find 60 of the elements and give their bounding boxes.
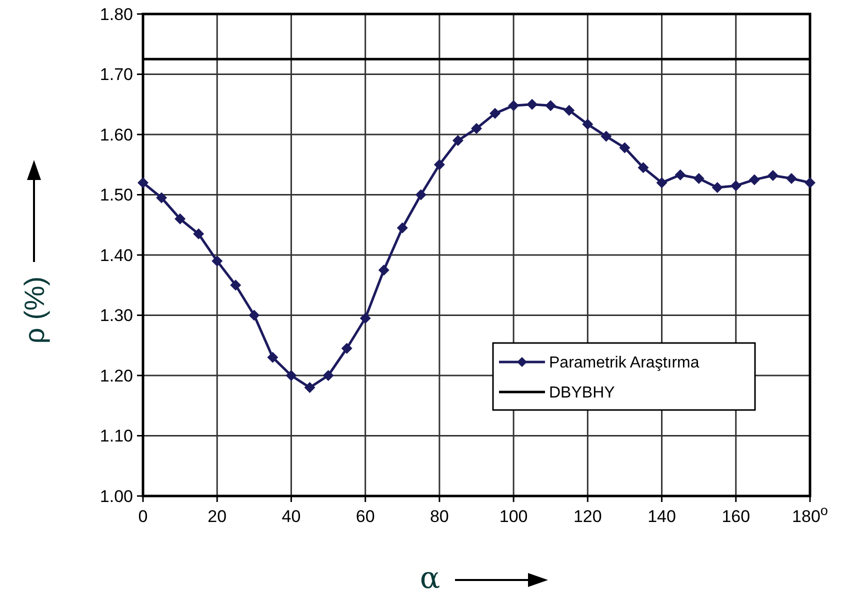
point: [748, 174, 760, 186]
point: [360, 312, 371, 324]
y-tick-label: 1.10: [100, 426, 133, 446]
y-tick-label: 1.00: [100, 486, 133, 506]
point: [600, 130, 612, 142]
point: [656, 177, 668, 188]
x-tick-label: 180$^{o}$: [792, 502, 828, 526]
point: [490, 108, 501, 119]
point: [304, 382, 316, 394]
point: [267, 352, 278, 363]
point: [230, 280, 242, 291]
legend-label: DBYBHY: [549, 384, 616, 402]
x-tick-label: 20: [208, 507, 227, 526]
point: [471, 122, 482, 134]
x-tick-label: 40: [282, 507, 301, 526]
point: [156, 192, 168, 204]
y-tick-label: 1.40: [100, 246, 133, 265]
y-axis-title: ρ (%): [19, 276, 50, 344]
y-tick-label: 1.50: [100, 186, 133, 205]
x-tick-label: 120: [573, 507, 602, 526]
point: [341, 342, 352, 354]
point: [526, 98, 538, 110]
point: [786, 172, 797, 184]
x-tick-label: 60: [356, 507, 375, 526]
x-tick-label: 140: [648, 507, 676, 526]
point: [193, 228, 204, 240]
point: [174, 213, 186, 224]
point: [248, 310, 260, 321]
point: [286, 370, 297, 381]
point: [712, 182, 723, 194]
x-tick-label: 0: [138, 507, 148, 526]
point: [693, 172, 704, 184]
point: [322, 370, 334, 381]
x-tick-label: 80: [430, 507, 449, 526]
point: [378, 264, 390, 276]
point: [638, 162, 649, 174]
point: [545, 100, 556, 112]
point: [674, 169, 686, 180]
point: [804, 177, 816, 188]
point: [730, 180, 742, 192]
x-axis-title: α: [420, 561, 440, 596]
y-tick-label: 1.20: [100, 366, 133, 386]
x-tick-label: 160: [722, 507, 750, 526]
y-tick-label: 1.60: [100, 125, 133, 144]
y-tick-label: 1.80: [100, 4, 133, 24]
point: [212, 256, 223, 267]
point: [564, 104, 575, 116]
y-tick-label: 1.30: [100, 306, 133, 326]
point: [138, 177, 148, 188]
point: [767, 170, 778, 181]
point: [582, 118, 594, 130]
legend-label: Parametrik Araştırma: [549, 354, 700, 372]
point: [434, 159, 445, 170]
point: [619, 142, 630, 154]
x-tick-label: 100: [499, 507, 528, 526]
point: [508, 100, 520, 112]
y-tick-label: 1.70: [100, 65, 133, 84]
point: [415, 189, 426, 200]
point: [396, 222, 408, 234]
point: [452, 135, 464, 146]
